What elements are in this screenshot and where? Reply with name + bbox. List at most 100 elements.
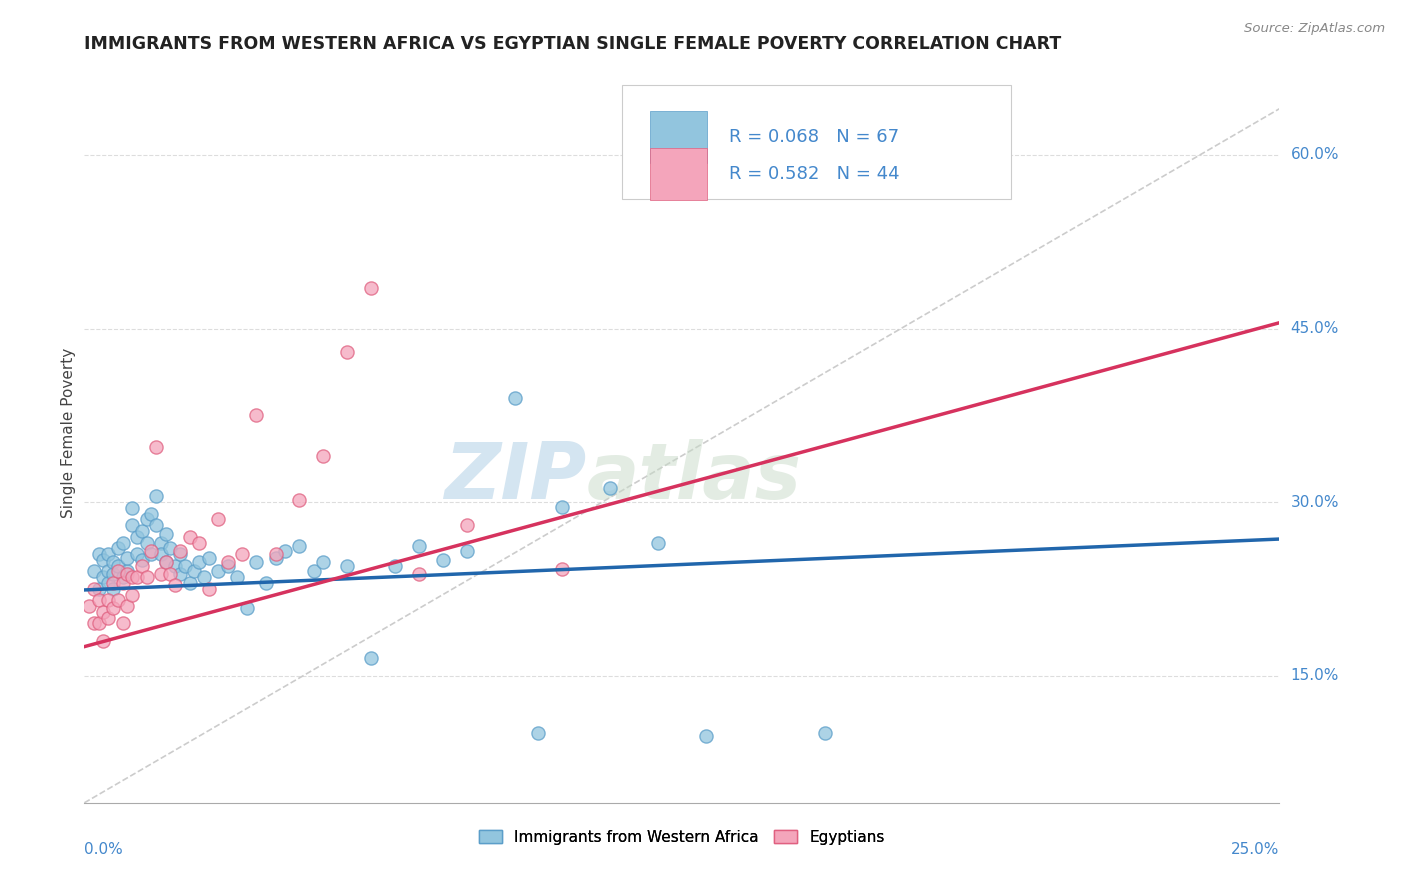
Point (131, 553, 153, 567)
Point (121, 570, 143, 584)
Point (288, 539, 311, 553)
Point (141, 507, 163, 521)
Point (155, 555, 177, 569)
Point (97, 565, 120, 579)
Point (197, 582, 219, 596)
Text: R = 0.068   N = 67: R = 0.068 N = 67 (728, 128, 898, 145)
Point (87, 616, 110, 631)
Point (87, 593, 110, 607)
Point (695, 729, 717, 743)
Point (302, 565, 325, 579)
Text: 60.0%: 60.0% (1291, 147, 1339, 162)
Point (231, 547, 253, 561)
Point (111, 616, 134, 631)
Point (599, 481, 621, 495)
Point (111, 570, 134, 584)
Point (83, 565, 105, 579)
Point (77, 599, 100, 614)
Point (155, 555, 177, 569)
Point (288, 492, 311, 507)
Point (188, 535, 211, 549)
Point (93, 633, 115, 648)
Point (456, 543, 478, 558)
Point (121, 500, 143, 515)
Point (101, 555, 124, 569)
Point (131, 558, 153, 573)
Point (121, 518, 143, 533)
Point (149, 535, 172, 549)
Point (169, 566, 191, 581)
Point (117, 565, 139, 579)
Text: Source: ZipAtlas.com: Source: ZipAtlas.com (1244, 22, 1385, 36)
Point (384, 558, 406, 573)
Text: ZIP: ZIP (444, 439, 586, 515)
Point (264, 550, 287, 565)
Point (173, 558, 195, 573)
Point (408, 566, 430, 581)
Point (125, 530, 148, 544)
Point (193, 570, 215, 584)
Point (254, 576, 277, 591)
Point (101, 566, 124, 581)
Point (236, 601, 259, 615)
Text: 30.0%: 30.0% (1291, 494, 1339, 509)
Point (245, 409, 267, 423)
Point (336, 558, 359, 573)
Point (274, 543, 297, 558)
Point (179, 576, 201, 591)
Text: 0.0%: 0.0% (84, 842, 124, 856)
Point (125, 570, 148, 584)
Point (87, 547, 110, 561)
Text: 45.0%: 45.0% (1291, 321, 1339, 336)
Point (360, 651, 382, 665)
FancyBboxPatch shape (650, 111, 707, 162)
Point (101, 576, 124, 591)
Point (97, 547, 120, 561)
Point (135, 512, 157, 526)
Point (107, 565, 129, 579)
Point (121, 588, 143, 602)
Point (188, 555, 211, 569)
Point (207, 565, 229, 579)
Point (312, 449, 335, 463)
Point (107, 593, 129, 607)
Point (179, 530, 201, 544)
Point (312, 555, 335, 569)
Point (111, 535, 134, 549)
Point (503, 391, 526, 405)
Text: 15.0%: 15.0% (1291, 668, 1339, 683)
Text: 25.0%: 25.0% (1232, 842, 1279, 856)
Point (145, 440, 167, 454)
Point (93, 605, 115, 619)
Point (197, 550, 219, 565)
FancyBboxPatch shape (623, 85, 1011, 200)
Point (149, 566, 172, 581)
Point (217, 558, 239, 573)
FancyBboxPatch shape (650, 148, 707, 200)
Text: IMMIGRANTS FROM WESTERN AFRICA VS EGYPTIAN SINGLE FEMALE POVERTY CORRELATION CHA: IMMIGRANTS FROM WESTERN AFRICA VS EGYPTI… (84, 35, 1062, 53)
Point (87, 582, 110, 596)
Legend: Immigrants from Western Africa, Egyptians: Immigrants from Western Africa, Egyptian… (472, 823, 891, 851)
Text: R = 0.582   N = 44: R = 0.582 N = 44 (728, 165, 900, 183)
Point (165, 558, 187, 573)
Point (217, 555, 239, 569)
Point (456, 518, 478, 533)
Point (245, 555, 267, 569)
Point (141, 547, 163, 561)
Point (149, 547, 172, 561)
Point (360, 281, 382, 295)
Point (527, 726, 550, 740)
Point (83, 582, 105, 596)
Point (408, 539, 430, 553)
Point (551, 500, 574, 514)
Point (155, 527, 177, 541)
Point (117, 599, 139, 614)
Point (647, 535, 669, 549)
Point (145, 489, 167, 503)
Point (141, 543, 163, 558)
Point (125, 547, 148, 561)
Point (183, 565, 205, 579)
Point (107, 558, 129, 573)
Point (97, 610, 120, 624)
Point (117, 566, 139, 581)
